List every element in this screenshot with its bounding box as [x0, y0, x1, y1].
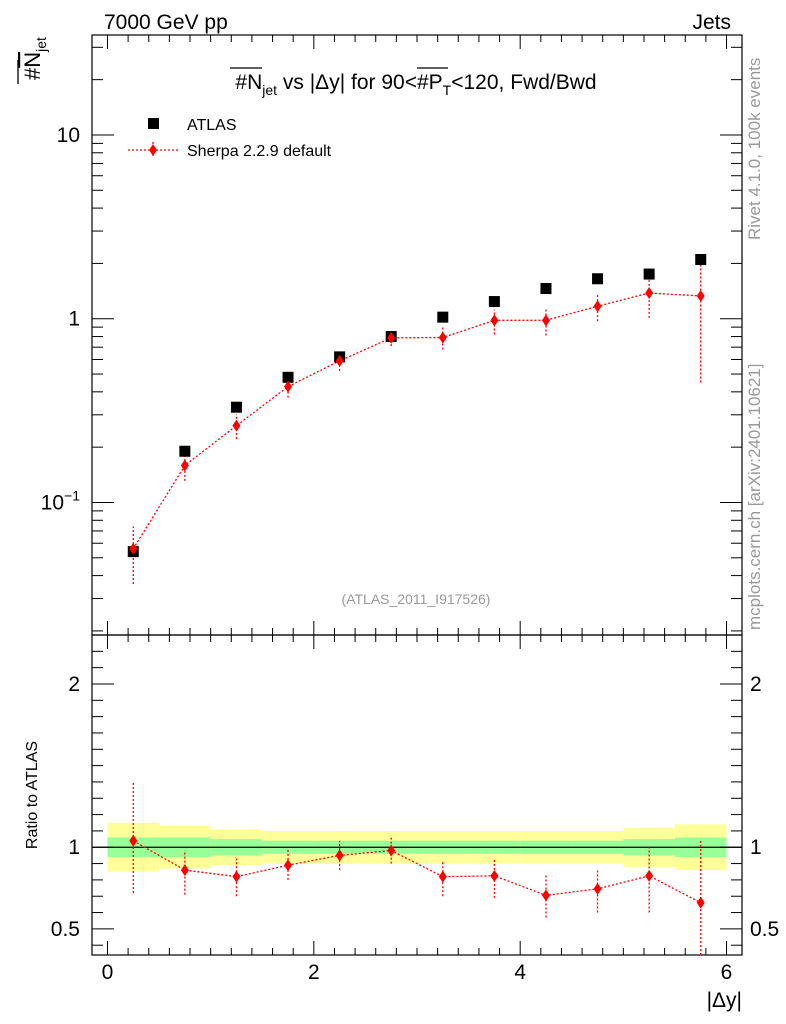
ratio-frame [91, 634, 743, 956]
ratio-sherpa-point [696, 896, 705, 909]
x-axis-label: |Δy| [707, 989, 742, 1012]
sherpa-point [593, 300, 602, 313]
ratio-y-tick-label-left: 2 [68, 673, 80, 696]
title-t-sub: T [443, 82, 452, 98]
ratio-sherpa-point [284, 859, 293, 872]
sherpa-point [645, 287, 654, 300]
main-y-tick-label: 1 [68, 308, 80, 331]
ratio-sherpa-point [335, 849, 344, 862]
rivet-version-label: Rivet 4.1.0, 100k events [745, 58, 764, 240]
title-n: N [247, 71, 262, 94]
header-left-label: 7000 GeV pp [104, 11, 228, 34]
title-hash1: # [235, 71, 247, 94]
legend-atlas-label: ATLAS [187, 117, 237, 134]
ratio-x-tick-labels: 0 2 4 6 [102, 961, 733, 984]
ratio-sherpa-point [180, 864, 189, 877]
atlas-point [592, 273, 604, 285]
ratio-y-tick-label-right: 1 [750, 836, 762, 859]
ratio-sherpa-point [593, 882, 602, 895]
mcplots-label: mcplots.cern.ch [arXiv:2401.10621] [745, 364, 764, 630]
sherpa-point [387, 331, 396, 344]
sherpa-point [696, 289, 705, 302]
ratio-sherpa-point [387, 844, 396, 857]
atlas-point [179, 445, 191, 457]
ratio-y-tick-label-right: 0.5 [750, 918, 779, 941]
atlas-point [540, 283, 552, 295]
tick-label-base: 10 [41, 491, 64, 514]
header-right-label: Jets [692, 11, 731, 34]
title-p: P [429, 71, 443, 94]
sherpa-line [132, 292, 701, 550]
main-data [127, 254, 707, 585]
title-end: <120, Fwd/Bwd [451, 71, 596, 94]
x-tick-label: 4 [514, 961, 526, 984]
x-tick-label: 0 [102, 961, 114, 984]
main-y-axis-label: #Njet [20, 37, 49, 80]
ratio-panel: 0.5 0.5 1 1 2 2 0 2 4 6 Ratio to ATLAS |Δy| [24, 634, 779, 1012]
analysis-watermark: (ATLAS_2011_I917526) [342, 591, 491, 607]
title-jet-sub: jet [261, 82, 277, 98]
sherpa-point [180, 459, 189, 472]
ratio-y-tick-labels: 0.5 0.5 1 1 2 2 [51, 673, 779, 941]
sherpa-point [541, 314, 550, 327]
sherpa-point [232, 419, 241, 432]
atlas-point [488, 296, 500, 308]
main-ticks [92, 35, 742, 635]
ratio-y-axis-label: Ratio to ATLAS [24, 741, 41, 849]
sherpa-point [438, 331, 447, 344]
y-label-n: N [20, 52, 45, 68]
main-y-tick-label: 10 [57, 124, 80, 147]
sherpa-point [335, 354, 344, 367]
sherpa-point [129, 542, 138, 555]
ratio-y-tick-label-left: 1 [68, 836, 80, 859]
chart-title: #Njet vs |Δy| for 90<#PT<120, Fwd/Bwd [235, 71, 596, 98]
tick-label-exponent: −1 [64, 487, 80, 503]
title-mid: vs |Δy| for 90<# [277, 71, 429, 94]
ratio-sherpa-point [541, 889, 550, 902]
ratio-sherpa-point [232, 870, 241, 883]
ratio-sherpa-line [132, 840, 702, 904]
x-tick-label: 6 [721, 961, 733, 984]
ratio-y-tick-label-right: 2 [750, 673, 762, 696]
main-y-tick-label: 10−1 [41, 487, 81, 514]
y-label-hash: # [20, 67, 45, 80]
ratio-sherpa-point [490, 869, 499, 882]
atlas-point [643, 268, 655, 280]
ratio-sherpa-point [438, 870, 447, 883]
sherpa-point [490, 314, 499, 327]
sherpa-point [284, 380, 293, 393]
legend-sherpa-label: Sherpa 2.2.9 default [187, 143, 332, 160]
ratio-sherpa-point [645, 869, 654, 882]
ratio-data [129, 781, 705, 955]
x-tick-label: 2 [308, 961, 320, 984]
legend-atlas-marker [148, 118, 159, 129]
y-label-sub: jet [33, 37, 49, 53]
atlas-point [437, 311, 449, 323]
ratio-y-tick-label-left: 0.5 [51, 918, 80, 941]
atlas-point [230, 401, 242, 413]
atlas-point [282, 371, 294, 383]
atlas-point [695, 254, 707, 266]
ratio-sherpa-point [129, 834, 138, 847]
ratio-ticks [92, 635, 742, 955]
legend: ATLAS Sherpa 2.2.9 default [128, 117, 332, 160]
legend-sherpa-marker [149, 144, 157, 156]
